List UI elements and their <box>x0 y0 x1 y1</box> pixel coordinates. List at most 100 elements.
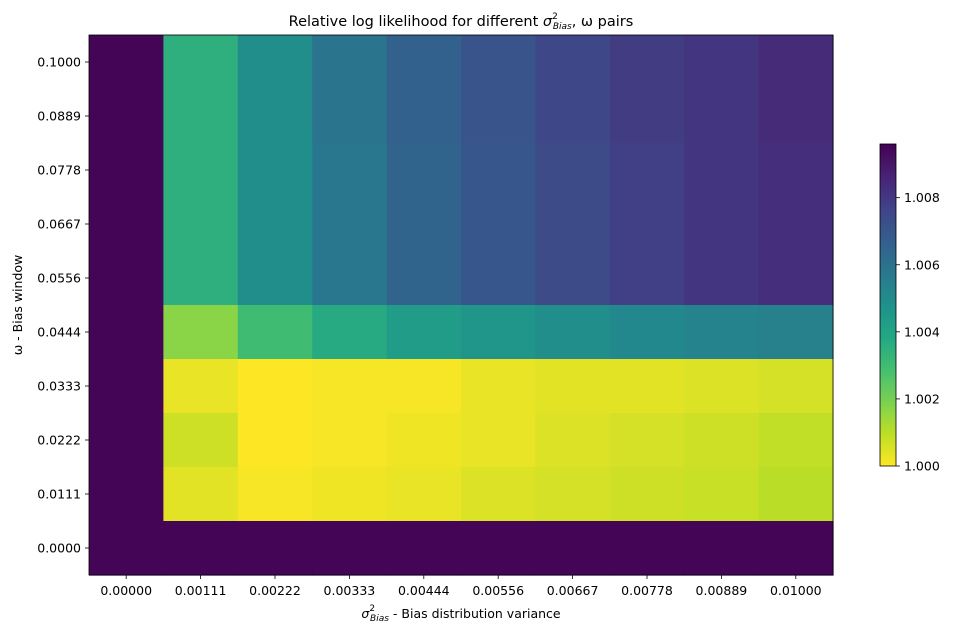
heatmap-cell-r8-c9 <box>758 467 834 522</box>
heatmap-cell-r0-c8 <box>684 35 760 90</box>
heatmap-cell-r7-c0 <box>89 413 164 468</box>
heatmap-cell-r9-c6 <box>535 521 611 576</box>
heatmap-cell-r3-c4 <box>386 197 462 252</box>
heatmap-cell-r9-c3 <box>312 521 388 576</box>
heatmap-cell-r3-c0 <box>89 197 164 252</box>
colorbar-tick-label: 1.008 <box>904 190 940 205</box>
heatmap-cell-r9-c0 <box>89 521 164 576</box>
heatmap-cell-r1-c0 <box>89 89 164 144</box>
heatmap-cell-r5-c4 <box>386 305 462 360</box>
heatmap-cell-r8-c7 <box>609 467 685 522</box>
x-tick-label: 0.00222 <box>249 583 301 598</box>
heatmap-cell-r3-c3 <box>312 197 388 252</box>
heatmap-cell-r0-c3 <box>312 35 388 90</box>
heatmap-cell-r3-c2 <box>237 197 313 252</box>
heatmap-cell-r3-c1 <box>163 197 239 252</box>
heatmap-cell-r4-c0 <box>89 251 164 306</box>
colorbar-tick-label: 1.000 <box>904 459 940 474</box>
x-tick-label: 0.01000 <box>770 583 822 598</box>
heatmap-cell-r8-c6 <box>535 467 611 522</box>
heatmap-cell-r1-c9 <box>758 89 834 144</box>
heatmap-cell-r6-c8 <box>684 359 760 414</box>
heatmap-cell-r4-c9 <box>758 251 834 306</box>
heatmap-cell-r8-c2 <box>237 467 313 522</box>
heatmap-cell-r0-c0 <box>89 35 164 90</box>
heatmap-cell-r2-c0 <box>89 143 164 198</box>
heatmap-cell-r4-c7 <box>609 251 685 306</box>
x-tick-label: 0.00778 <box>621 583 673 598</box>
y-tick-label: 0.0444 <box>37 325 81 340</box>
y-tick-label: 0.0333 <box>37 379 81 394</box>
heatmap-cell-r7-c9 <box>758 413 834 468</box>
heatmap-cell-r8-c4 <box>386 467 462 522</box>
heatmap-cell-r5-c6 <box>535 305 611 360</box>
y-tick-label: 0.1000 <box>37 55 81 70</box>
chart-title: Relative log likelihood for different σ2… <box>289 12 634 32</box>
heatmap-cell-r4-c3 <box>312 251 388 306</box>
heatmap-cell-r2-c3 <box>312 143 388 198</box>
y-tick-label: 0.0889 <box>37 109 81 124</box>
heatmap-cell-r8-c3 <box>312 467 388 522</box>
heatmap-cell-r4-c4 <box>386 251 462 306</box>
y-tick-label: 0.0556 <box>37 271 81 286</box>
heatmap-cell-r4-c5 <box>461 251 536 306</box>
heatmap-cell-r1-c1 <box>163 89 239 144</box>
colorbar-tick-label: 1.004 <box>904 324 940 339</box>
heatmap-cell-r5-c7 <box>609 305 685 360</box>
heatmap-cell-r9-c1 <box>163 521 239 576</box>
heatmap-cell-r4-c1 <box>163 251 239 306</box>
y-tick-label: 0.0778 <box>37 163 81 178</box>
heatmap-cell-r3-c8 <box>684 197 760 252</box>
y-tick-label: 0.0222 <box>37 433 81 448</box>
heatmap-cell-r2-c4 <box>386 143 462 198</box>
heatmap-cell-r7-c1 <box>163 413 239 468</box>
heatmap-cell-r9-c9 <box>758 521 834 576</box>
heatmap-cell-r5-c1 <box>163 305 239 360</box>
heatmap-cell-r0-c9 <box>758 35 834 90</box>
heatmap-cell-r1-c5 <box>461 89 536 144</box>
heatmap-cell-r2-c9 <box>758 143 834 198</box>
heatmap-cell-r8-c1 <box>163 467 239 522</box>
heatmap-cell-r8-c8 <box>684 467 760 522</box>
heatmap-cell-r4-c6 <box>535 251 611 306</box>
x-tick-label: 0.00111 <box>175 583 227 598</box>
heatmap-cell-r1-c2 <box>237 89 313 144</box>
y-tick-label: 0.0000 <box>37 541 81 556</box>
heatmap-cell-r2-c8 <box>684 143 760 198</box>
x-tick-label: 0.00000 <box>100 583 152 598</box>
heatmap-cell-r0-c1 <box>163 35 239 90</box>
heatmap-cell-r1-c6 <box>535 89 611 144</box>
x-tick-label: 0.00444 <box>398 583 450 598</box>
heatmap-cell-r0-c7 <box>609 35 685 90</box>
heatmap-cell-r6-c6 <box>535 359 611 414</box>
x-tick-label: 0.00667 <box>547 583 599 598</box>
heatmap-cell-r6-c7 <box>609 359 685 414</box>
y-tick-label: 0.0111 <box>37 487 81 502</box>
heatmap-cell-r0-c2 <box>237 35 313 90</box>
y-axis-ticks: 0.1000 0.0889 0.0778 0.0667 0.0556 0.0444 0.03… <box>37 55 89 556</box>
heatmap-cell-r7-c7 <box>609 413 685 468</box>
heatmap-cell-r2-c2 <box>237 143 313 198</box>
heatmap-cell-r3-c9 <box>758 197 834 252</box>
heatmap-cell-r1-c4 <box>386 89 462 144</box>
heatmap-cell-r2-c7 <box>609 143 685 198</box>
heatmap-cell-r7-c3 <box>312 413 388 468</box>
heatmap-cell-r7-c4 <box>386 413 462 468</box>
heatmap-cell-r5-c0 <box>89 305 164 360</box>
x-tick-label: 0.00556 <box>472 583 524 598</box>
heatmap-cell-r2-c5 <box>461 143 536 198</box>
heatmap-cell-r7-c6 <box>535 413 611 468</box>
heatmap-cell-r2-c1 <box>163 143 239 198</box>
heatmap-cell-r9-c2 <box>237 521 313 576</box>
heatmap-cell-r6-c1 <box>163 359 239 414</box>
x-tick-label: 0.00889 <box>696 583 748 598</box>
colorbar-frame <box>879 143 897 467</box>
colorbar-tick-label: 1.002 <box>904 391 940 406</box>
heatmap-cell-r4-c2 <box>237 251 313 306</box>
heatmap-cell-r6-c5 <box>461 359 536 414</box>
heatmap-cell-r9-c7 <box>609 521 685 576</box>
heatmap-cells <box>89 35 834 576</box>
y-tick-label: 0.0667 <box>37 217 81 232</box>
heatmap-cell-r9-c8 <box>684 521 760 576</box>
